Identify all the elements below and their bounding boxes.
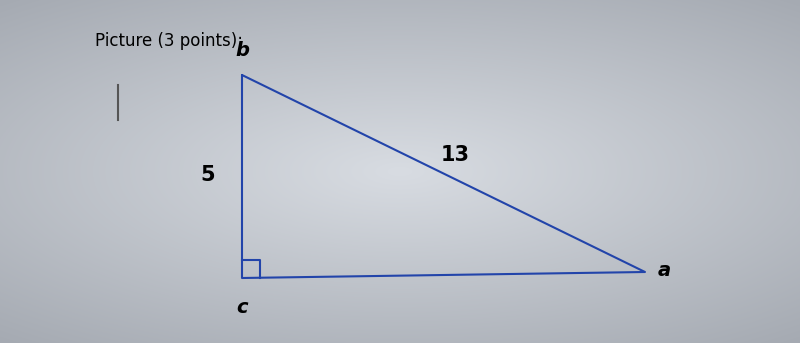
- Text: b: b: [235, 41, 249, 60]
- Text: 5: 5: [201, 165, 215, 185]
- Text: a: a: [658, 260, 671, 280]
- Text: 13: 13: [441, 145, 470, 165]
- Text: Picture (3 points):: Picture (3 points):: [95, 32, 243, 50]
- Text: c: c: [236, 298, 248, 317]
